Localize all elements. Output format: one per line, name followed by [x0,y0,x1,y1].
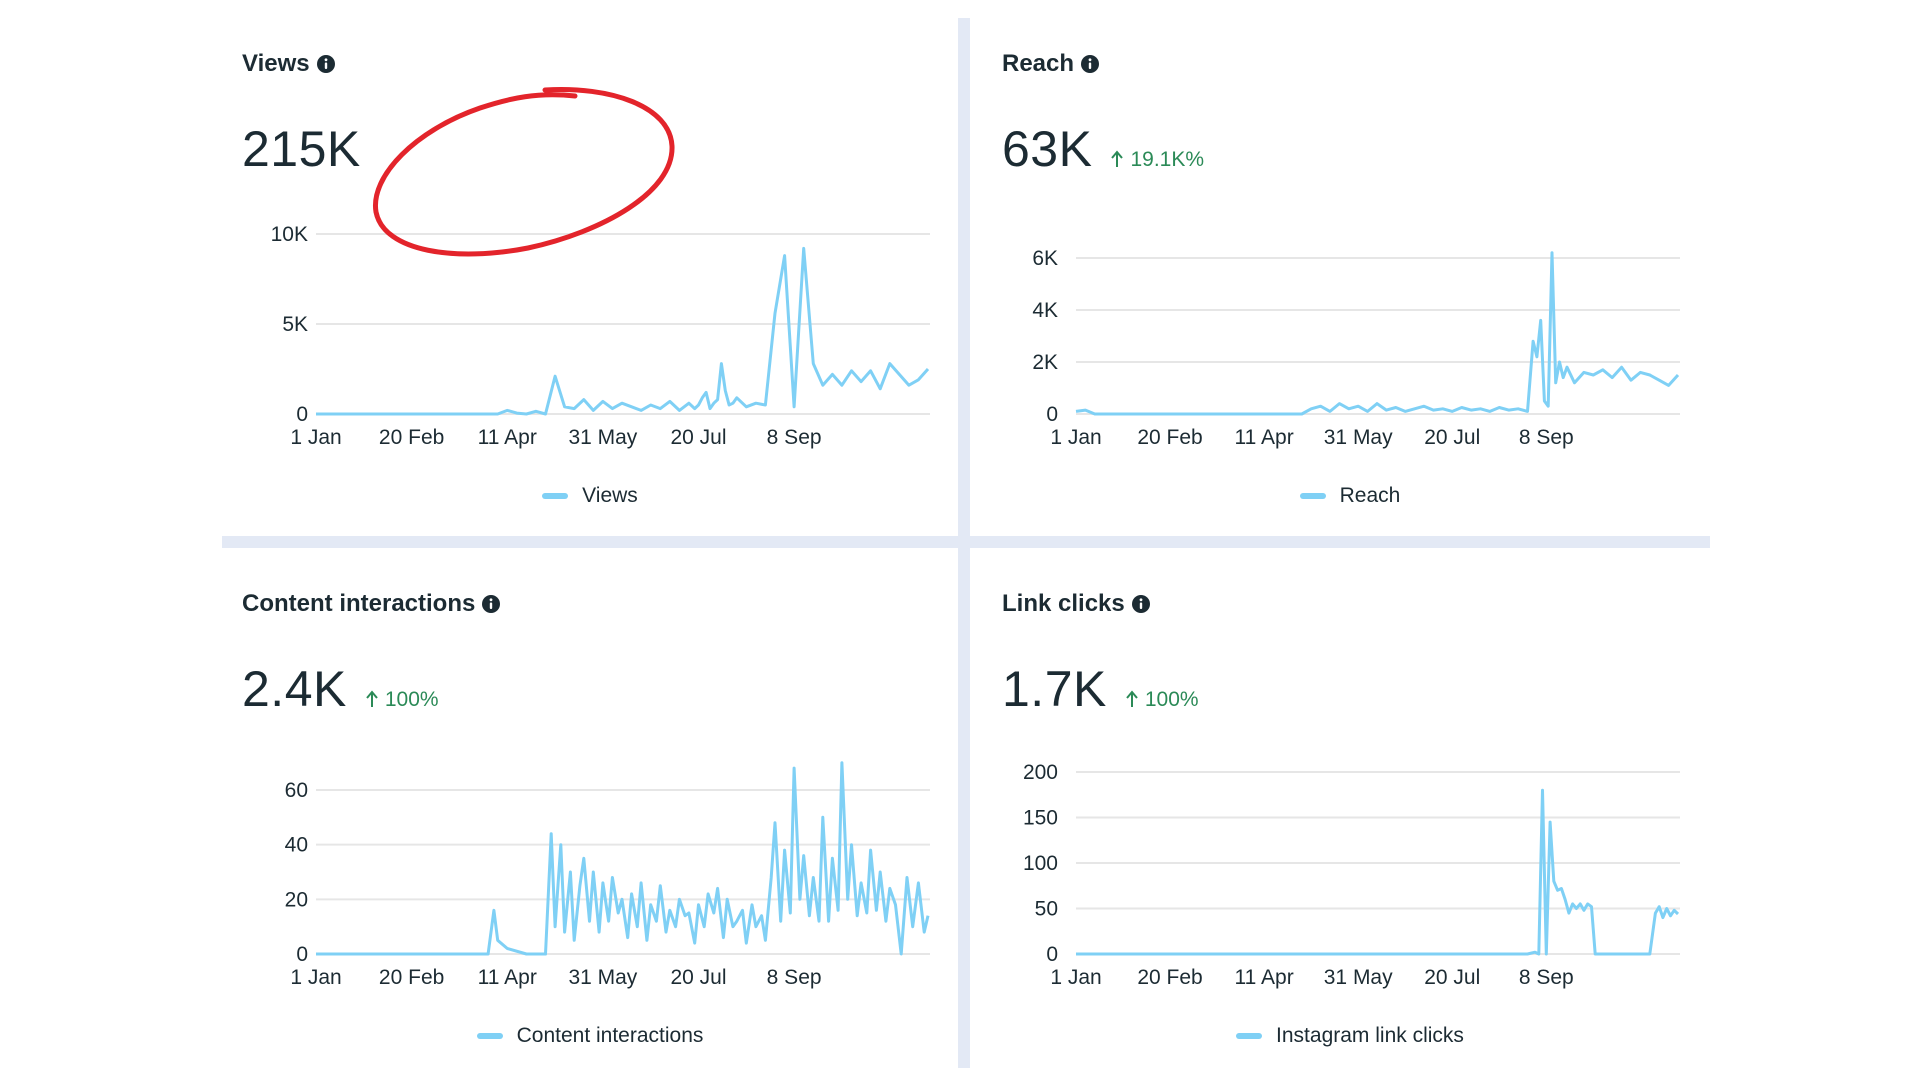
x-tick-label: 11 Apr [478,426,537,449]
x-tick-label: 31 May [568,426,637,449]
info-icon[interactable] [1080,54,1100,74]
x-tick-label: 8 Sep [1519,966,1574,989]
views-panel: Views 215K 0 5K 10K 1 Jan 20 Feb 11 Apr 31 May… [220,0,960,520]
link-clicks-delta: 100% [1144,688,1199,711]
legend-swatch [1236,1033,1263,1039]
y-tick-label: 0 [296,403,308,426]
big-value-row: 63K 19.1K% [1002,120,1204,178]
y-tick-label: 50 [1035,898,1058,921]
content-interactions-value: 2.4K [242,661,347,717]
series-line [316,761,930,956]
legend-swatch [1299,493,1326,499]
x-tick-label: 20 Feb [1137,426,1202,449]
panel-title: Content interactions [242,590,501,618]
content-interactions-chart: 0 20 40 60 1 Jan 20 Feb 11 Apr 31 May 20 Jul 8 Se… [285,761,930,989]
legend-swatch [542,493,569,499]
y-tick-label: 2K [1032,351,1058,374]
y-tick-label: 0 [1046,943,1058,966]
panel-title: Views [242,50,336,78]
info-icon[interactable] [316,54,336,74]
y-tick-label: 100 [1023,852,1058,875]
y-tick-label: 40 [285,834,308,857]
link-clicks-title: Link clicks [1002,590,1125,617]
x-tick-label: 31 May [1324,966,1393,989]
views-chart: 0 5K 10K 1 Jan 20 Feb 11 Apr 31 May 20 Jul 8 Sep [271,223,930,449]
y-tick-label: 200 [1023,761,1058,784]
reach-title: Reach [1002,50,1075,77]
panel-title: Link clicks [1002,590,1151,618]
reach-delta: 19.1K% [1130,148,1205,171]
y-tick-label: 60 [285,779,308,802]
x-tick-label: 11 Apr [1235,426,1294,449]
content-interactions-panel: Content interactions 2.4K 100% 0 20 40 60 1 … [220,540,960,1060]
x-tick-label: 8 Sep [1519,426,1574,449]
y-tick-label: 10K [271,223,308,246]
chart-legend: Instagram link clicks [980,1024,1720,1048]
x-tick-label: 20 Feb [379,426,444,449]
delta-badge: 19.1K% [1110,148,1204,172]
delta-badge: 100% [1125,688,1199,712]
y-tick-label: 0 [1046,403,1058,426]
reach-panel: Reach 63K 19.1K% 0 2K 4K 6K 1 Jan 20 Feb 11 Ap… [980,0,1720,520]
chart-legend: Reach [980,484,1720,508]
x-tick-label: 11 Apr [478,966,537,989]
content-interactions-title: Content interactions [242,590,476,617]
x-tick-label: 1 Jan [290,426,341,449]
link-clicks-panel: Link clicks 1.7K 100% 0 50 100 150 200 1 Jan 2… [980,540,1720,1060]
delta-badge: 100% [365,688,439,712]
big-value-row: 215K [242,120,361,178]
arrow-up-icon [1126,690,1138,707]
x-tick-label: 20 Feb [379,966,444,989]
legend-label: Reach [1339,484,1401,507]
y-tick-label: 5K [282,313,308,336]
x-tick-label: 1 Jan [290,966,341,989]
big-value-row: 1.7K 100% [1002,660,1199,718]
x-tick-label: 8 Sep [767,966,822,989]
x-tick-label: 20 Jul [670,966,726,989]
horizontal-divider [222,536,1710,548]
x-tick-label: 20 Jul [670,426,726,449]
x-tick-label: 1 Jan [1050,426,1101,449]
x-tick-label: 8 Sep [767,426,822,449]
arrow-up-icon [366,690,378,707]
x-tick-label: 20 Jul [1424,966,1480,989]
x-tick-label: 1 Jan [1050,966,1101,989]
content-interactions-delta: 100% [384,688,439,711]
arrow-up-icon [1111,150,1124,167]
info-icon[interactable] [481,594,501,614]
x-tick-label: 20 Feb [1137,966,1202,989]
views-title: Views [242,50,310,77]
chart-legend: Content interactions [220,1024,960,1048]
legend-label: Instagram link clicks [1276,1024,1464,1047]
legend-label: Views [582,484,638,507]
series-line [1076,788,1680,956]
x-tick-label: 20 Jul [1424,426,1480,449]
link-clicks-value: 1.7K [1002,661,1107,717]
x-tick-label: 11 Apr [1235,966,1294,989]
y-tick-label: 150 [1023,807,1058,830]
series-line [1075,251,1680,416]
panel-title: Reach [1002,50,1100,78]
y-tick-label: 6K [1032,247,1058,270]
chart-legend: Views [220,484,960,508]
y-tick-label: 4K [1032,299,1058,322]
x-tick-label: 31 May [568,966,637,989]
info-icon[interactable] [1131,594,1151,614]
reach-value: 63K [1002,121,1093,177]
series-line [316,246,930,416]
views-value: 215K [242,121,361,177]
reach-chart: 0 2K 4K 6K 1 Jan 20 Feb 11 Apr 31 May 20 Jul 8 Se… [1032,247,1680,449]
y-tick-label: 0 [296,943,308,966]
legend-swatch [476,1033,503,1039]
link-clicks-chart: 0 50 100 150 200 1 Jan 20 Feb 11 Apr 31 May 20 Ju… [1023,761,1680,989]
x-tick-label: 31 May [1324,426,1393,449]
y-tick-label: 20 [285,888,308,911]
big-value-row: 2.4K 100% [242,660,439,718]
legend-label: Content interactions [516,1024,704,1047]
